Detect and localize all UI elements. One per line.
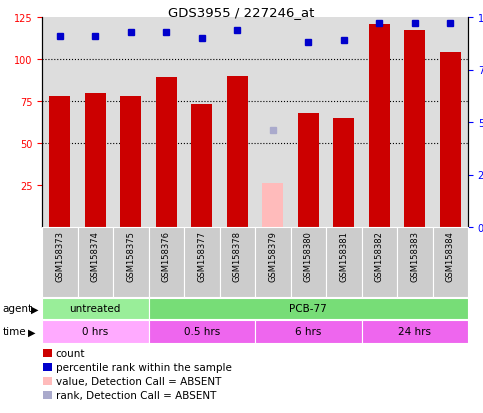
Text: GSM158374: GSM158374 — [91, 230, 100, 281]
Bar — [404, 31, 426, 228]
Bar — [255, 228, 290, 297]
Bar — [298, 114, 319, 228]
Text: GSM158379: GSM158379 — [268, 230, 277, 281]
Text: GDS3955 / 227246_at: GDS3955 / 227246_at — [168, 6, 315, 19]
Text: GSM158382: GSM158382 — [375, 230, 384, 281]
Text: GSM158381: GSM158381 — [339, 230, 348, 281]
Text: GSM158375: GSM158375 — [126, 230, 135, 281]
Text: ▶: ▶ — [31, 304, 39, 314]
Text: 6 hrs: 6 hrs — [295, 327, 322, 337]
Bar — [191, 105, 213, 228]
Bar — [326, 228, 361, 297]
Bar — [262, 184, 284, 228]
Bar — [290, 228, 326, 297]
Text: 0.5 hrs: 0.5 hrs — [184, 327, 220, 337]
Text: value, Detection Call = ABSENT: value, Detection Call = ABSENT — [56, 376, 221, 386]
Bar — [333, 119, 355, 228]
Text: GSM158380: GSM158380 — [304, 230, 313, 281]
Text: rank, Detection Call = ABSENT: rank, Detection Call = ABSENT — [56, 390, 216, 400]
Bar — [227, 77, 248, 228]
Text: percentile rank within the sample: percentile rank within the sample — [56, 362, 231, 372]
Bar — [148, 228, 184, 297]
Bar — [42, 228, 77, 297]
Bar — [369, 25, 390, 228]
Bar — [42, 320, 148, 343]
Text: agent: agent — [2, 304, 32, 314]
Bar — [255, 320, 361, 343]
Bar — [148, 320, 255, 343]
Text: GSM158378: GSM158378 — [233, 230, 242, 281]
Bar — [361, 228, 397, 297]
Bar — [156, 78, 177, 228]
Bar — [219, 228, 255, 297]
Text: GSM158384: GSM158384 — [446, 230, 455, 281]
Bar — [77, 228, 113, 297]
Text: GSM158377: GSM158377 — [197, 230, 206, 281]
Text: time: time — [2, 327, 26, 337]
Bar — [148, 298, 468, 319]
Bar — [120, 97, 142, 228]
Bar — [113, 228, 148, 297]
Text: PCB-77: PCB-77 — [289, 304, 327, 314]
Text: GSM158383: GSM158383 — [410, 230, 419, 281]
Text: GSM158376: GSM158376 — [162, 230, 171, 281]
Bar — [440, 53, 461, 228]
Bar — [184, 228, 219, 297]
Bar — [42, 298, 148, 319]
Bar — [432, 228, 468, 297]
Text: GSM158373: GSM158373 — [55, 230, 64, 281]
Text: 0 hrs: 0 hrs — [82, 327, 108, 337]
Bar — [397, 228, 432, 297]
Text: ▶: ▶ — [28, 327, 35, 337]
Bar — [85, 93, 106, 228]
Text: untreated: untreated — [70, 304, 121, 314]
Text: count: count — [56, 348, 85, 358]
Text: 24 hrs: 24 hrs — [398, 327, 431, 337]
Bar — [361, 320, 468, 343]
Bar — [49, 97, 71, 228]
